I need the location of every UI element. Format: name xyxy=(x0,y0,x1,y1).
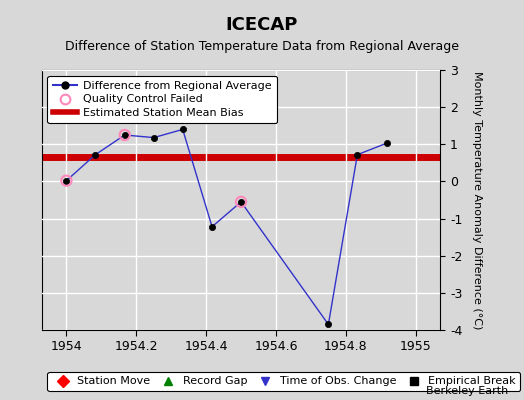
Y-axis label: Monthly Temperature Anomaly Difference (°C): Monthly Temperature Anomaly Difference (… xyxy=(472,71,482,329)
Text: Berkeley Earth: Berkeley Earth xyxy=(426,386,508,396)
Legend: Station Move, Record Gap, Time of Obs. Change, Empirical Break: Station Move, Record Gap, Time of Obs. C… xyxy=(48,372,520,391)
Point xyxy=(62,178,71,184)
Text: Difference of Station Temperature Data from Regional Average: Difference of Station Temperature Data f… xyxy=(65,40,459,53)
Point xyxy=(121,132,129,138)
Point xyxy=(237,199,245,205)
Text: ICECAP: ICECAP xyxy=(226,16,298,34)
